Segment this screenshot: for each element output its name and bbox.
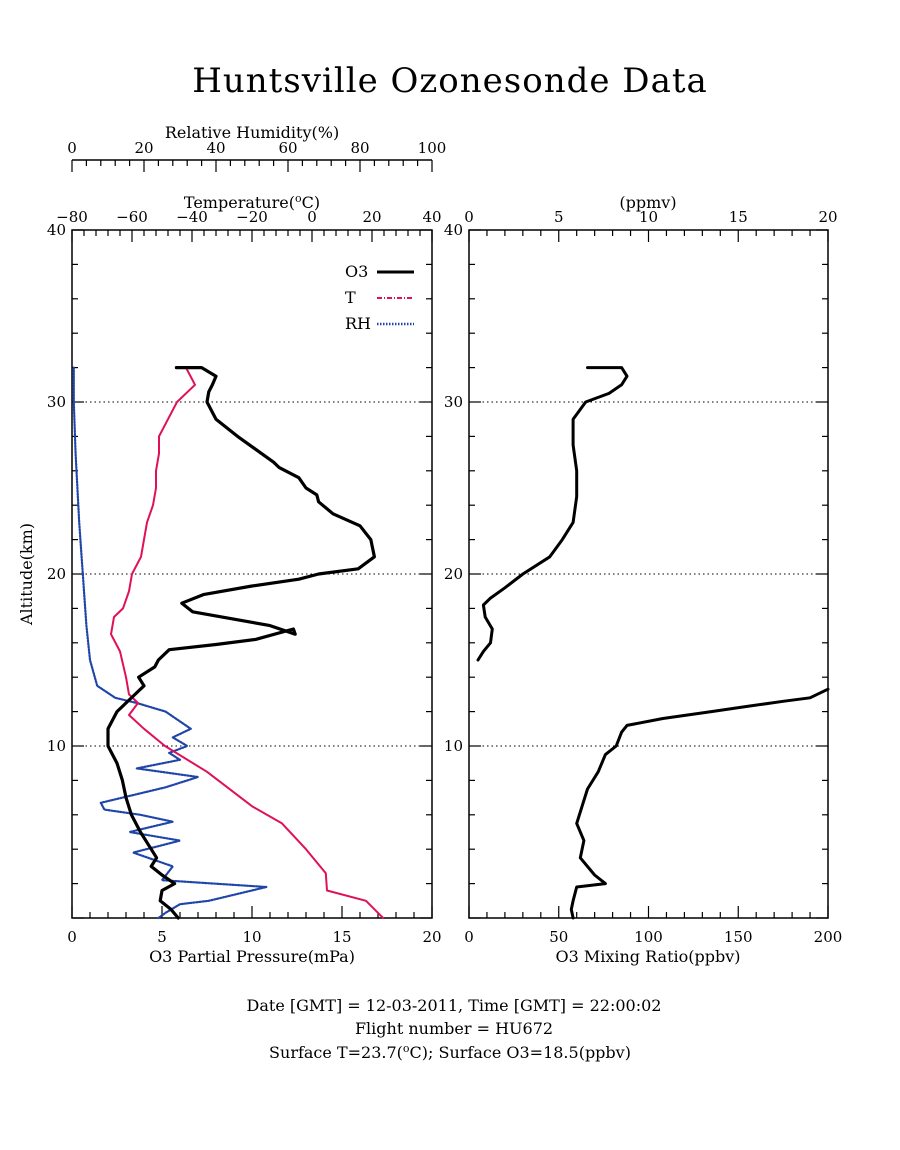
o3-mixing-ratio-upper-series-line xyxy=(476,366,629,662)
footer-flight-number: Flight number = HU672 xyxy=(355,1019,553,1038)
o3-mixing-ratio-axis-label: O3 Mixing Ratio(ppbv) xyxy=(555,947,740,966)
rh-axis-tick-label: 100 xyxy=(418,139,447,157)
rh-axis-label: Relative Humidity(%) xyxy=(165,123,339,142)
rh-axis-tick-label: 40 xyxy=(206,139,225,157)
o3-pressure-axis-tick-label: 15 xyxy=(332,928,351,946)
footer-surface-sup: o xyxy=(403,1042,410,1055)
ppmv-axis-label: (ppmv) xyxy=(619,193,676,212)
o3-mixing-ratio-axis-tick-label: 200 xyxy=(814,928,843,946)
temperature-axis-tick-label: −20 xyxy=(236,208,268,226)
left-altitude-axis-tick-label: 40 xyxy=(47,221,66,239)
o3-pressure-axis-tick-label: 0 xyxy=(67,928,77,946)
temperature-axis-tick-label: −80 xyxy=(56,208,88,226)
o3-mixing-ratio-axis-tick-label: 150 xyxy=(724,928,753,946)
ppmv-axis-tick-label: 20 xyxy=(818,208,837,226)
chart-title: Huntsville Ozonesonde Data xyxy=(192,61,708,101)
rh-axis-tick-label: 20 xyxy=(134,139,153,157)
legend-label-o3: O3 xyxy=(345,262,368,281)
t-series-line xyxy=(110,366,385,919)
rh-axis-tick-label: 60 xyxy=(278,139,297,157)
temperature-axis-tick-label: −60 xyxy=(116,208,148,226)
data-series xyxy=(72,366,830,920)
ppmv-axis-tick-label: 15 xyxy=(729,208,748,226)
o3-pressure-axis-tick-label: 20 xyxy=(422,928,441,946)
ppmv-axis-tick-label: 0 xyxy=(464,208,474,226)
axis-ticks: 0 5 10 15 20−80 −60 −40 −20 0 20 400 20 40 60 80 100102… xyxy=(47,139,842,946)
footer-surface-suffix: C); Surface O3=18.5(ppbv) xyxy=(410,1043,631,1062)
temperature-axis-label: Temperature(oC) xyxy=(184,192,320,212)
rh-series-line xyxy=(72,366,268,920)
o3-partial-pressure-axis-label: O3 Partial Pressure(mPa) xyxy=(149,947,355,966)
right-altitude-axis-tick-label: 20 xyxy=(444,565,463,583)
footer-date-time: Date [GMT] = 12-03-2011, Time [GMT] = 22… xyxy=(247,996,662,1015)
temperature-axis-tick-label: 40 xyxy=(422,208,441,226)
footer-surface-prefix: Surface T=23.7( xyxy=(269,1043,403,1062)
ppmv-axis-tick-label: 5 xyxy=(554,208,564,226)
temperature-axis-label-prefix: Temperature( xyxy=(184,193,295,212)
o3-mixing-ratio-series-line xyxy=(569,687,830,920)
rh-axis-tick-label: 80 xyxy=(350,139,369,157)
ppmv-axis-tick-label: 10 xyxy=(639,208,658,226)
altitude-axis-label: Altitude(km) xyxy=(17,523,36,626)
right-altitude-axis-tick-label: 40 xyxy=(444,221,463,239)
legend: O3 T RH xyxy=(345,262,414,333)
right-altitude-axis-tick-label: 10 xyxy=(444,737,463,755)
temperature-axis-tick-label: 0 xyxy=(307,208,317,226)
legend-label-t: T xyxy=(345,288,356,307)
temperature-axis-label-suffix: C) xyxy=(302,193,320,212)
temperature-axis-label-sup: o xyxy=(295,192,302,205)
footer-surface-values: Surface T=23.7(oC); Surface O3=18.5(ppbv… xyxy=(269,1042,631,1062)
temperature-axis-tick-label: 20 xyxy=(362,208,381,226)
o3-mixing-ratio-axis-tick-label: 50 xyxy=(549,928,568,946)
o3-pressure-axis-tick-label: 5 xyxy=(157,928,167,946)
o3-pressure-axis-tick-label: 10 xyxy=(242,928,261,946)
o3-mixing-ratio-axis-tick-label: 100 xyxy=(634,928,663,946)
rh-axis-tick-label: 0 xyxy=(67,139,77,157)
temperature-axis-tick-label: −40 xyxy=(176,208,208,226)
left-altitude-axis-tick-label: 30 xyxy=(47,393,66,411)
left-altitude-axis-tick-label: 10 xyxy=(47,737,66,755)
right-altitude-axis-tick-label: 30 xyxy=(444,393,463,411)
o3-mixing-ratio-axis-tick-label: 0 xyxy=(464,928,474,946)
legend-label-rh: RH xyxy=(345,314,371,333)
o3-partial-pressure-series-line xyxy=(106,366,376,920)
left-altitude-axis-tick-label: 20 xyxy=(47,565,66,583)
